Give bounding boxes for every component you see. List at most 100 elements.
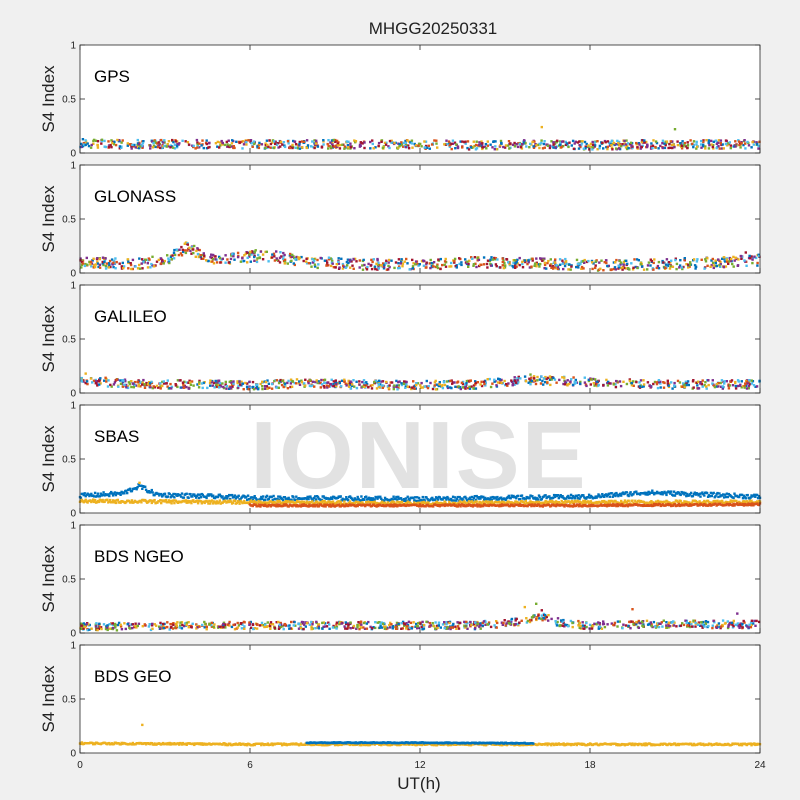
scatter-point-543 bbox=[167, 145, 170, 148]
scatter-point-1752 bbox=[541, 505, 544, 508]
scatter-point-594 bbox=[612, 261, 616, 264]
scatter-point-1298 bbox=[623, 499, 627, 502]
scatter-point-462 bbox=[515, 497, 518, 500]
scatter-point-290 bbox=[411, 265, 415, 268]
scatter-point-777 bbox=[107, 145, 111, 149]
scatter-point-788 bbox=[137, 143, 141, 146]
scatter-point-13 bbox=[130, 385, 133, 389]
scatter-point-834 bbox=[148, 382, 152, 385]
scatter-point-327 bbox=[390, 259, 393, 262]
scatter-point-750 bbox=[673, 384, 676, 387]
scatter-point-55 bbox=[130, 489, 134, 493]
scatter-point-449 bbox=[196, 383, 199, 386]
scatter-point-9 bbox=[307, 380, 310, 383]
scatter-point-651 bbox=[80, 260, 84, 264]
scatter-point-597 bbox=[283, 145, 287, 149]
scatter-point-664 bbox=[374, 267, 377, 271]
scatter-point-488 bbox=[583, 261, 586, 264]
scatter-point-598 bbox=[643, 491, 646, 494]
scatter-point-371 bbox=[538, 265, 541, 268]
scatter-point-1383 bbox=[704, 500, 707, 504]
scatter-point-415 bbox=[225, 140, 228, 144]
scatter-point-761 bbox=[322, 139, 325, 142]
scatter-point-86 bbox=[203, 620, 206, 624]
scatter-point-784 bbox=[371, 139, 374, 142]
scatter-point-593 bbox=[190, 380, 194, 383]
scatter-point-333 bbox=[216, 140, 219, 144]
scatter-point-752 bbox=[314, 380, 317, 384]
scatter-point-902 bbox=[744, 251, 747, 254]
scatter-point-634 bbox=[677, 491, 680, 494]
scatter-point-844 bbox=[573, 380, 576, 384]
scatter-point-1869 bbox=[652, 504, 655, 507]
scatter-point-50 bbox=[131, 626, 134, 630]
scatter-point-820 bbox=[475, 140, 478, 143]
scatter-points bbox=[78, 481, 762, 508]
scatter-point-761 bbox=[116, 498, 119, 502]
scatter-point-833 bbox=[184, 499, 187, 502]
scatter-point-96 bbox=[622, 260, 626, 264]
scatter-point-359 bbox=[453, 381, 456, 384]
scatter-point-77 bbox=[357, 621, 360, 624]
scatter-point-718 bbox=[756, 496, 760, 500]
scatter-point-115 bbox=[278, 625, 281, 628]
scatter-point-349 bbox=[408, 499, 411, 502]
scatter-point-308 bbox=[499, 139, 503, 143]
scatter-point-14 bbox=[525, 621, 529, 624]
scatter-point-1717 bbox=[508, 505, 511, 508]
scatter-point-220 bbox=[282, 255, 285, 258]
scatter-point-645 bbox=[138, 263, 141, 267]
scatter-point-345 bbox=[599, 267, 602, 270]
scatter-point-121 bbox=[120, 267, 124, 270]
scatter-point-178 bbox=[443, 623, 446, 626]
scatter-point-1141 bbox=[475, 500, 478, 503]
scatter-point-358 bbox=[638, 381, 641, 384]
scatter-point-497 bbox=[548, 495, 551, 498]
scatter-point-532 bbox=[673, 146, 676, 149]
scatter-point-397 bbox=[453, 496, 457, 499]
scatter-point-566 bbox=[613, 492, 616, 495]
scatter-point-367 bbox=[737, 384, 740, 388]
scatter-point-1727 bbox=[518, 504, 521, 507]
scatter-point-812 bbox=[642, 268, 646, 271]
scatter-point-204 bbox=[84, 381, 87, 385]
scatter-point-341 bbox=[363, 263, 366, 267]
scatter-point-862 bbox=[481, 146, 484, 149]
scatter-point-537 bbox=[617, 264, 620, 267]
scatter-point-341 bbox=[654, 140, 658, 143]
scatter-point-78 bbox=[459, 140, 462, 143]
scatter-point-614 bbox=[343, 380, 346, 383]
scatter-point-405 bbox=[120, 265, 123, 268]
scatter-point-198 bbox=[265, 494, 269, 498]
scatter-point-459 bbox=[349, 142, 352, 145]
scatter-point-65 bbox=[140, 484, 143, 487]
scatter-point-445 bbox=[230, 381, 233, 384]
scatter-point-249 bbox=[370, 267, 374, 271]
scatter-point-1892 bbox=[673, 503, 677, 506]
scatter-point-901 bbox=[248, 500, 252, 504]
scatter-point-144 bbox=[466, 627, 469, 630]
scatter-point-879 bbox=[558, 143, 562, 147]
scatter-point-792 bbox=[228, 144, 232, 147]
scatter-point-657 bbox=[465, 379, 469, 383]
scatter-point-453 bbox=[209, 384, 212, 387]
scatter-point-1067 bbox=[405, 502, 408, 505]
scatter-point-571 bbox=[618, 494, 621, 497]
scatter-point-741 bbox=[163, 259, 166, 263]
scatter-point-211 bbox=[473, 144, 476, 148]
scatter-point-419 bbox=[606, 264, 609, 268]
scatter-point-20 bbox=[281, 625, 284, 628]
scatter-point-58 bbox=[588, 623, 592, 627]
scatter-point-1281 bbox=[607, 499, 611, 503]
scatter-point-856 bbox=[333, 145, 336, 148]
scatter-point-783 bbox=[291, 380, 295, 383]
scatter-point-803 bbox=[156, 501, 159, 504]
scatter-point-156 bbox=[226, 497, 229, 500]
scatter-point-1331 bbox=[654, 500, 658, 503]
scatter-point-476 bbox=[92, 379, 96, 382]
scatter-point-208 bbox=[317, 263, 320, 266]
scatter-point-593 bbox=[638, 493, 642, 496]
scatter-point-99 bbox=[286, 381, 289, 385]
scatter-point-572 bbox=[397, 380, 400, 384]
scatter-point-96 bbox=[169, 496, 172, 499]
